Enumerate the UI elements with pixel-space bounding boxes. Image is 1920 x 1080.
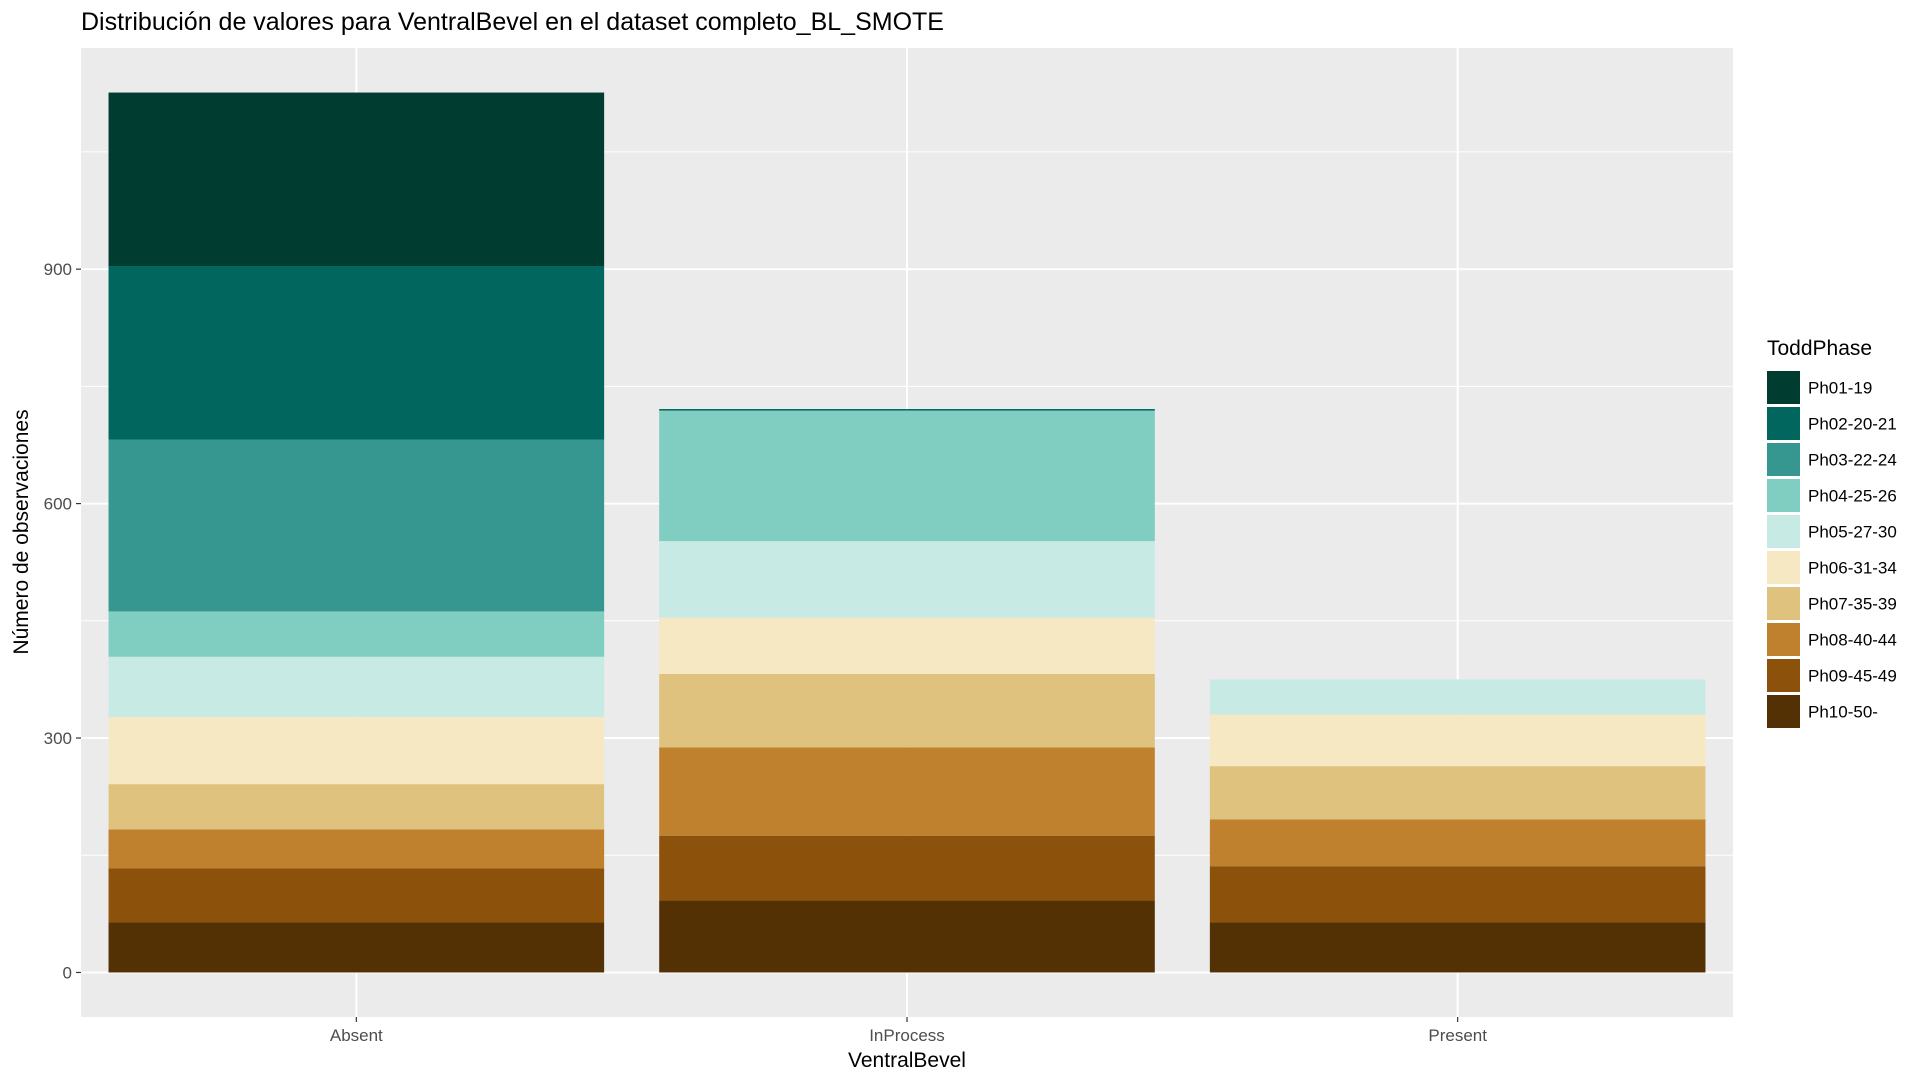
x-tick-label: InProcess [869,1026,945,1045]
bar-segment-inprocess-ph09-45-49 [659,835,1155,901]
y-tick-label: 900 [44,260,72,279]
bar-segment-absent-ph03-22-24 [108,439,605,612]
bar-segment-absent-ph04-25-26 [108,611,605,657]
legend-key [1767,551,1800,584]
legend-label: Ph03-22-24 [1808,451,1897,470]
bar-segment-present-ph06-31-34 [1209,714,1706,767]
bar-segment-present-ph07-35-39 [1209,766,1706,820]
bar-segment-absent-ph06-31-34 [108,716,605,785]
bar-segment-absent-ph02-20-21 [108,266,605,440]
legend-label: Ph01-19 [1808,379,1872,398]
legend-title: ToddPhase [1767,337,1872,360]
bar-segment-inprocess-ph10-50- [659,900,1155,973]
y-tick-label: 0 [63,963,72,982]
bar-segment-inprocess-ph06-31-34 [659,617,1155,674]
bar-segment-absent-ph01-19 [108,92,605,267]
bar-segment-inprocess-ph04-25-26 [659,410,1155,542]
legend-label: Ph05-27-30 [1808,523,1897,542]
legend-key [1767,479,1800,512]
bar-segment-inprocess-ph05-27-30 [659,541,1155,618]
bar-segment-present-ph09-45-49 [1209,866,1706,923]
legend-label: Ph07-35-39 [1808,595,1897,614]
y-tick-label: 600 [44,495,72,514]
bar-segment-inprocess-ph08-40-44 [659,747,1155,836]
legend-label: Ph08-40-44 [1808,631,1897,650]
legend-label: Ph04-25-26 [1808,487,1897,506]
legend: ToddPhase Ph01-19 Ph02-20-21 Ph03-22-24 Ph0… [1767,337,1897,728]
legend-key [1767,623,1800,656]
legend-key [1767,659,1800,692]
bar-segment-inprocess-ph07-35-39 [659,673,1155,748]
bar-segment-present-ph08-40-44 [1209,819,1706,867]
legend-key [1767,371,1800,404]
bar-segment-inprocess-ph02-20-21 [659,409,1155,411]
x-tick-label: Absent [330,1026,383,1045]
legend-key [1767,587,1800,620]
y-axis-title: Número de observaciones [10,409,33,654]
bar-segment-present-ph05-27-30 [1209,679,1706,715]
x-axis: Absent InProcess Present [330,1017,1487,1045]
legend-key [1767,695,1800,728]
bar-segment-absent-ph07-35-39 [108,784,605,830]
bar-segment-absent-ph09-45-49 [108,868,605,923]
bars [108,92,1706,973]
x-tick-label: Present [1428,1026,1487,1045]
bar-segment-absent-ph05-27-30 [108,656,605,717]
legend-label: Ph06-31-34 [1808,559,1897,578]
legend-key [1767,515,1800,548]
legend-label: Ph10-50- [1808,703,1878,722]
chart-title: Distribución de valores para VentralBeve… [81,8,944,36]
legend-label: Ph02-20-21 [1808,415,1897,434]
legend-label: Ph09-45-49 [1808,667,1897,686]
legend-key [1767,443,1800,476]
x-axis-title: VentralBevel [848,1049,966,1072]
y-axis: 0 300 600 900 [44,260,81,982]
bar-segment-present-ph10-50- [1209,922,1706,973]
bar-segment-absent-ph10-50- [108,922,605,973]
y-tick-label: 300 [44,729,72,748]
legend-key [1767,407,1800,440]
bar-segment-absent-ph08-40-44 [108,829,605,869]
